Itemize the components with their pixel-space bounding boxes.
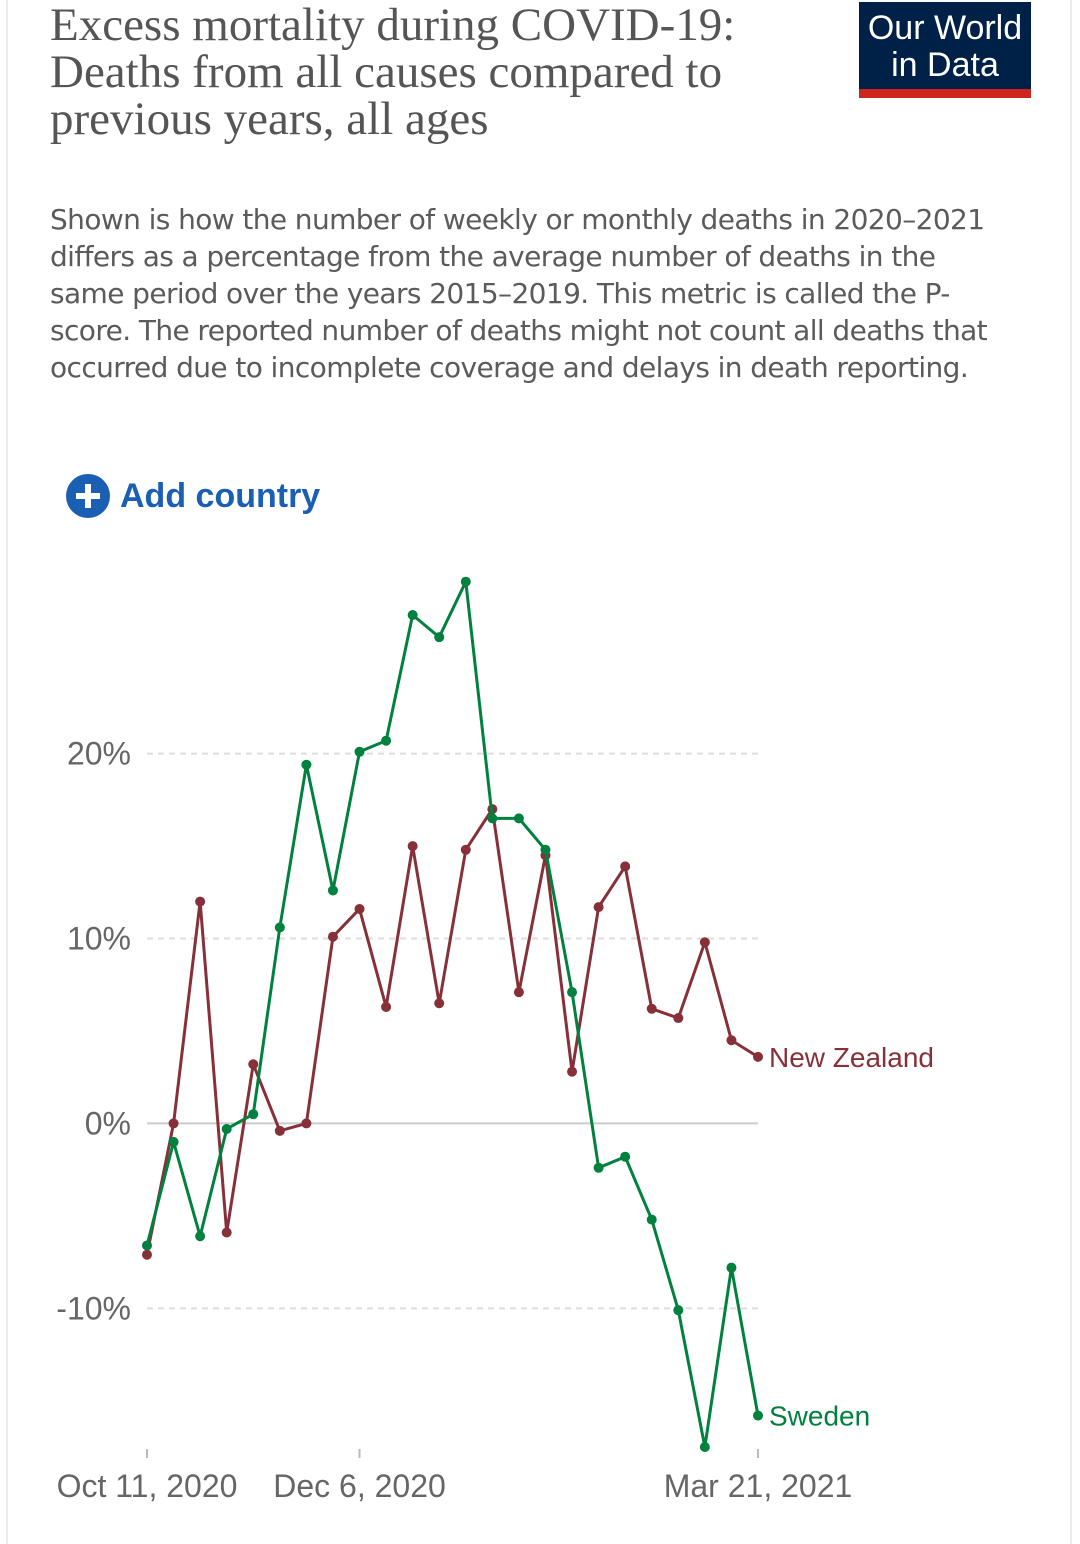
data-point bbox=[248, 1109, 259, 1120]
data-point bbox=[699, 937, 710, 948]
data-point bbox=[460, 844, 471, 855]
data-point bbox=[753, 1051, 763, 1062]
data-point bbox=[354, 746, 365, 757]
data-point bbox=[221, 1227, 232, 1238]
data-point bbox=[593, 902, 604, 913]
data-point bbox=[540, 844, 551, 855]
y-tick-label: 0% bbox=[85, 1105, 131, 1141]
series-line-sweden bbox=[145, 580, 760, 1449]
data-point bbox=[274, 1125, 285, 1136]
series-sweden: Sweden bbox=[142, 576, 870, 1452]
data-point bbox=[274, 922, 285, 933]
data-point bbox=[327, 931, 338, 942]
data-point bbox=[513, 987, 524, 998]
data-point bbox=[646, 1214, 657, 1225]
data-point bbox=[434, 632, 445, 643]
data-point bbox=[726, 1035, 737, 1046]
data-point bbox=[593, 1162, 604, 1173]
data-point bbox=[221, 1123, 232, 1134]
data-point bbox=[354, 903, 365, 914]
data-point bbox=[407, 609, 418, 620]
y-tick-label: -10% bbox=[56, 1290, 131, 1326]
series-line-new-zealand bbox=[145, 807, 759, 1256]
data-point bbox=[487, 813, 498, 824]
logo-line-1: Our World bbox=[867, 9, 1023, 47]
series-label-sweden: Sweden bbox=[769, 1401, 870, 1432]
data-point bbox=[168, 1136, 179, 1147]
data-point bbox=[327, 885, 338, 896]
y-tick-label: 10% bbox=[67, 921, 131, 957]
data-point bbox=[620, 861, 631, 872]
data-point bbox=[142, 1249, 152, 1260]
grid-layer bbox=[147, 752, 758, 1310]
data-point bbox=[301, 759, 312, 770]
plus-circle-icon bbox=[66, 474, 110, 518]
data-point bbox=[434, 998, 445, 1009]
data-point bbox=[753, 1410, 763, 1421]
x-tick-label: Dec 6, 2020 bbox=[273, 1468, 446, 1504]
data-point bbox=[195, 896, 206, 907]
owid-logo[interactable]: Our World in Data bbox=[859, 2, 1031, 98]
chart-subtitle: Shown is how the number of weekly or mon… bbox=[50, 203, 988, 384]
data-point bbox=[195, 1231, 206, 1242]
data-point bbox=[567, 1066, 578, 1077]
data-point bbox=[381, 735, 392, 746]
data-point bbox=[407, 841, 418, 852]
series-layer: New Zealand Sweden bbox=[142, 576, 934, 1452]
x-tick-label: Oct 11, 2020 bbox=[57, 1468, 238, 1504]
data-point bbox=[673, 1013, 684, 1024]
y-tick-label: 20% bbox=[67, 736, 131, 772]
add-country-label: Add country bbox=[120, 476, 321, 515]
data-point bbox=[699, 1442, 710, 1452]
data-point bbox=[168, 1118, 179, 1129]
data-point bbox=[301, 1118, 312, 1129]
data-point bbox=[381, 1001, 392, 1012]
x-tick-label: Mar 21, 2021 bbox=[664, 1468, 853, 1504]
data-point bbox=[248, 1059, 259, 1070]
data-point bbox=[726, 1262, 737, 1273]
series-new-zealand: New Zealand bbox=[142, 804, 934, 1260]
logo-line-2: in Data bbox=[891, 46, 999, 84]
data-point bbox=[567, 987, 578, 998]
data-point bbox=[142, 1240, 152, 1251]
data-point bbox=[460, 576, 471, 587]
series-label-new-zealand: New Zealand bbox=[769, 1042, 934, 1073]
data-point bbox=[513, 813, 524, 824]
data-point bbox=[646, 1003, 657, 1014]
x-axis: Oct 11, 2020 Dec 6, 2020 Mar 21, 2021 bbox=[57, 1449, 853, 1504]
chart-frame bbox=[6, 0, 1072, 1544]
chart-title: Excess mortality during COVID-19: Deaths… bbox=[50, 0, 736, 145]
add-country-button[interactable]: Add country bbox=[66, 474, 320, 518]
y-axis: -10% 0% 10% 20% bbox=[56, 736, 131, 1327]
data-point bbox=[673, 1305, 684, 1316]
data-point bbox=[620, 1151, 631, 1162]
